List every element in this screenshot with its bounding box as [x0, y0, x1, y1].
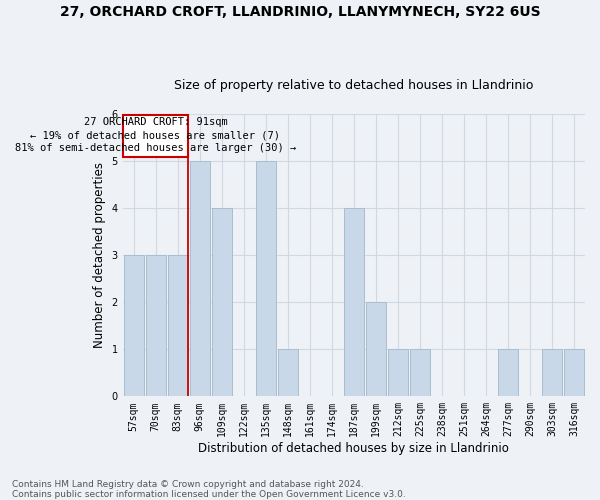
Bar [190, 161, 210, 396]
X-axis label: Distribution of detached houses by size in Llandrinio: Distribution of detached houses by size … [199, 442, 509, 455]
Bar [278, 350, 298, 397]
Text: 27 ORCHARD CROFT: 91sqm: 27 ORCHARD CROFT: 91sqm [83, 118, 227, 128]
Bar [124, 255, 144, 396]
Bar [167, 255, 188, 396]
Text: Contains HM Land Registry data © Crown copyright and database right 2024.
Contai: Contains HM Land Registry data © Crown c… [12, 480, 406, 499]
Text: 81% of semi-detached houses are larger (30) →: 81% of semi-detached houses are larger (… [15, 143, 296, 153]
Y-axis label: Number of detached properties: Number of detached properties [93, 162, 106, 348]
Bar [542, 350, 562, 397]
Bar [564, 350, 584, 397]
Bar [256, 161, 276, 396]
Bar [366, 302, 386, 396]
Bar [388, 350, 408, 397]
Text: 27, ORCHARD CROFT, LLANDRINIO, LLANYMYNECH, SY22 6US: 27, ORCHARD CROFT, LLANDRINIO, LLANYMYNE… [59, 5, 541, 19]
Text: ← 19% of detached houses are smaller (7): ← 19% of detached houses are smaller (7) [31, 130, 280, 140]
Bar [344, 208, 364, 396]
Bar [212, 208, 232, 396]
Title: Size of property relative to detached houses in Llandrinio: Size of property relative to detached ho… [174, 79, 533, 92]
Bar [498, 350, 518, 397]
FancyBboxPatch shape [123, 115, 188, 158]
Bar [410, 350, 430, 397]
Bar [146, 255, 166, 396]
